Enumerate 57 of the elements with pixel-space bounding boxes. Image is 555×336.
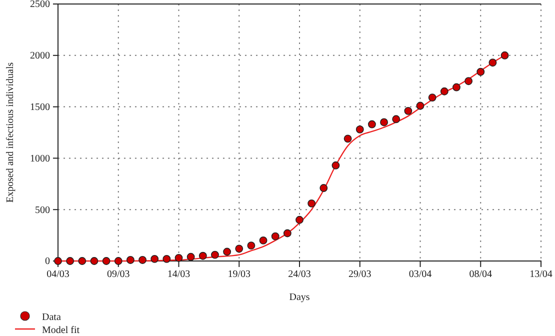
point [102, 257, 110, 265]
point [308, 199, 316, 208]
point [259, 236, 268, 244]
point [283, 229, 292, 238]
x-axis-title: Days [289, 292, 310, 303]
point [368, 120, 376, 128]
point [320, 184, 328, 192]
x-tick-label: 08/04 [469, 269, 492, 280]
x-tick-label: 19/03 [228, 269, 251, 280]
legend-label: Data [42, 312, 62, 323]
x-tick-label: 09/03 [106, 269, 130, 280]
point [488, 58, 497, 67]
point [464, 77, 473, 86]
point [416, 102, 424, 110]
point [500, 51, 509, 60]
x-tick-label: 24/03 [288, 269, 311, 280]
point [90, 257, 98, 265]
point [78, 257, 86, 265]
point [271, 232, 280, 240]
point [440, 87, 448, 96]
point [476, 68, 485, 76]
point [126, 256, 134, 264]
x-tick-label: 14/03 [167, 269, 190, 280]
y-axis-title: Exposed and infectious individuals [5, 62, 16, 203]
point [428, 94, 436, 102]
point [235, 244, 244, 253]
point [138, 256, 146, 264]
point [247, 242, 256, 250]
y-tick-label: 1000 [30, 153, 50, 164]
point [452, 83, 460, 92]
y-tick-label: 1500 [30, 102, 50, 113]
y-tick-label: 2000 [30, 50, 50, 62]
point [392, 115, 400, 124]
x-tick-label: 03/04 [408, 269, 432, 280]
point [186, 252, 195, 261]
y-tick-label: 500 [35, 204, 50, 216]
point [223, 248, 232, 256]
point [211, 250, 219, 259]
y-tick-label: 0 [45, 256, 50, 268]
point [404, 106, 412, 115]
point [296, 216, 304, 224]
y-tick-label: 2500 [30, 0, 50, 10]
point [54, 257, 62, 265]
point [174, 254, 183, 262]
point [356, 125, 364, 134]
point [344, 134, 352, 143]
point [162, 254, 171, 263]
point [150, 254, 159, 263]
point [332, 161, 340, 170]
x-tick-label: 29/03 [348, 269, 372, 280]
x-tick-label: 04/03 [46, 269, 70, 280]
point [114, 257, 122, 265]
x-tick-label: 13/04 [530, 269, 552, 280]
point [380, 118, 388, 126]
point [198, 252, 207, 260]
legend-label: Model fit [42, 325, 80, 336]
point [66, 257, 74, 265]
